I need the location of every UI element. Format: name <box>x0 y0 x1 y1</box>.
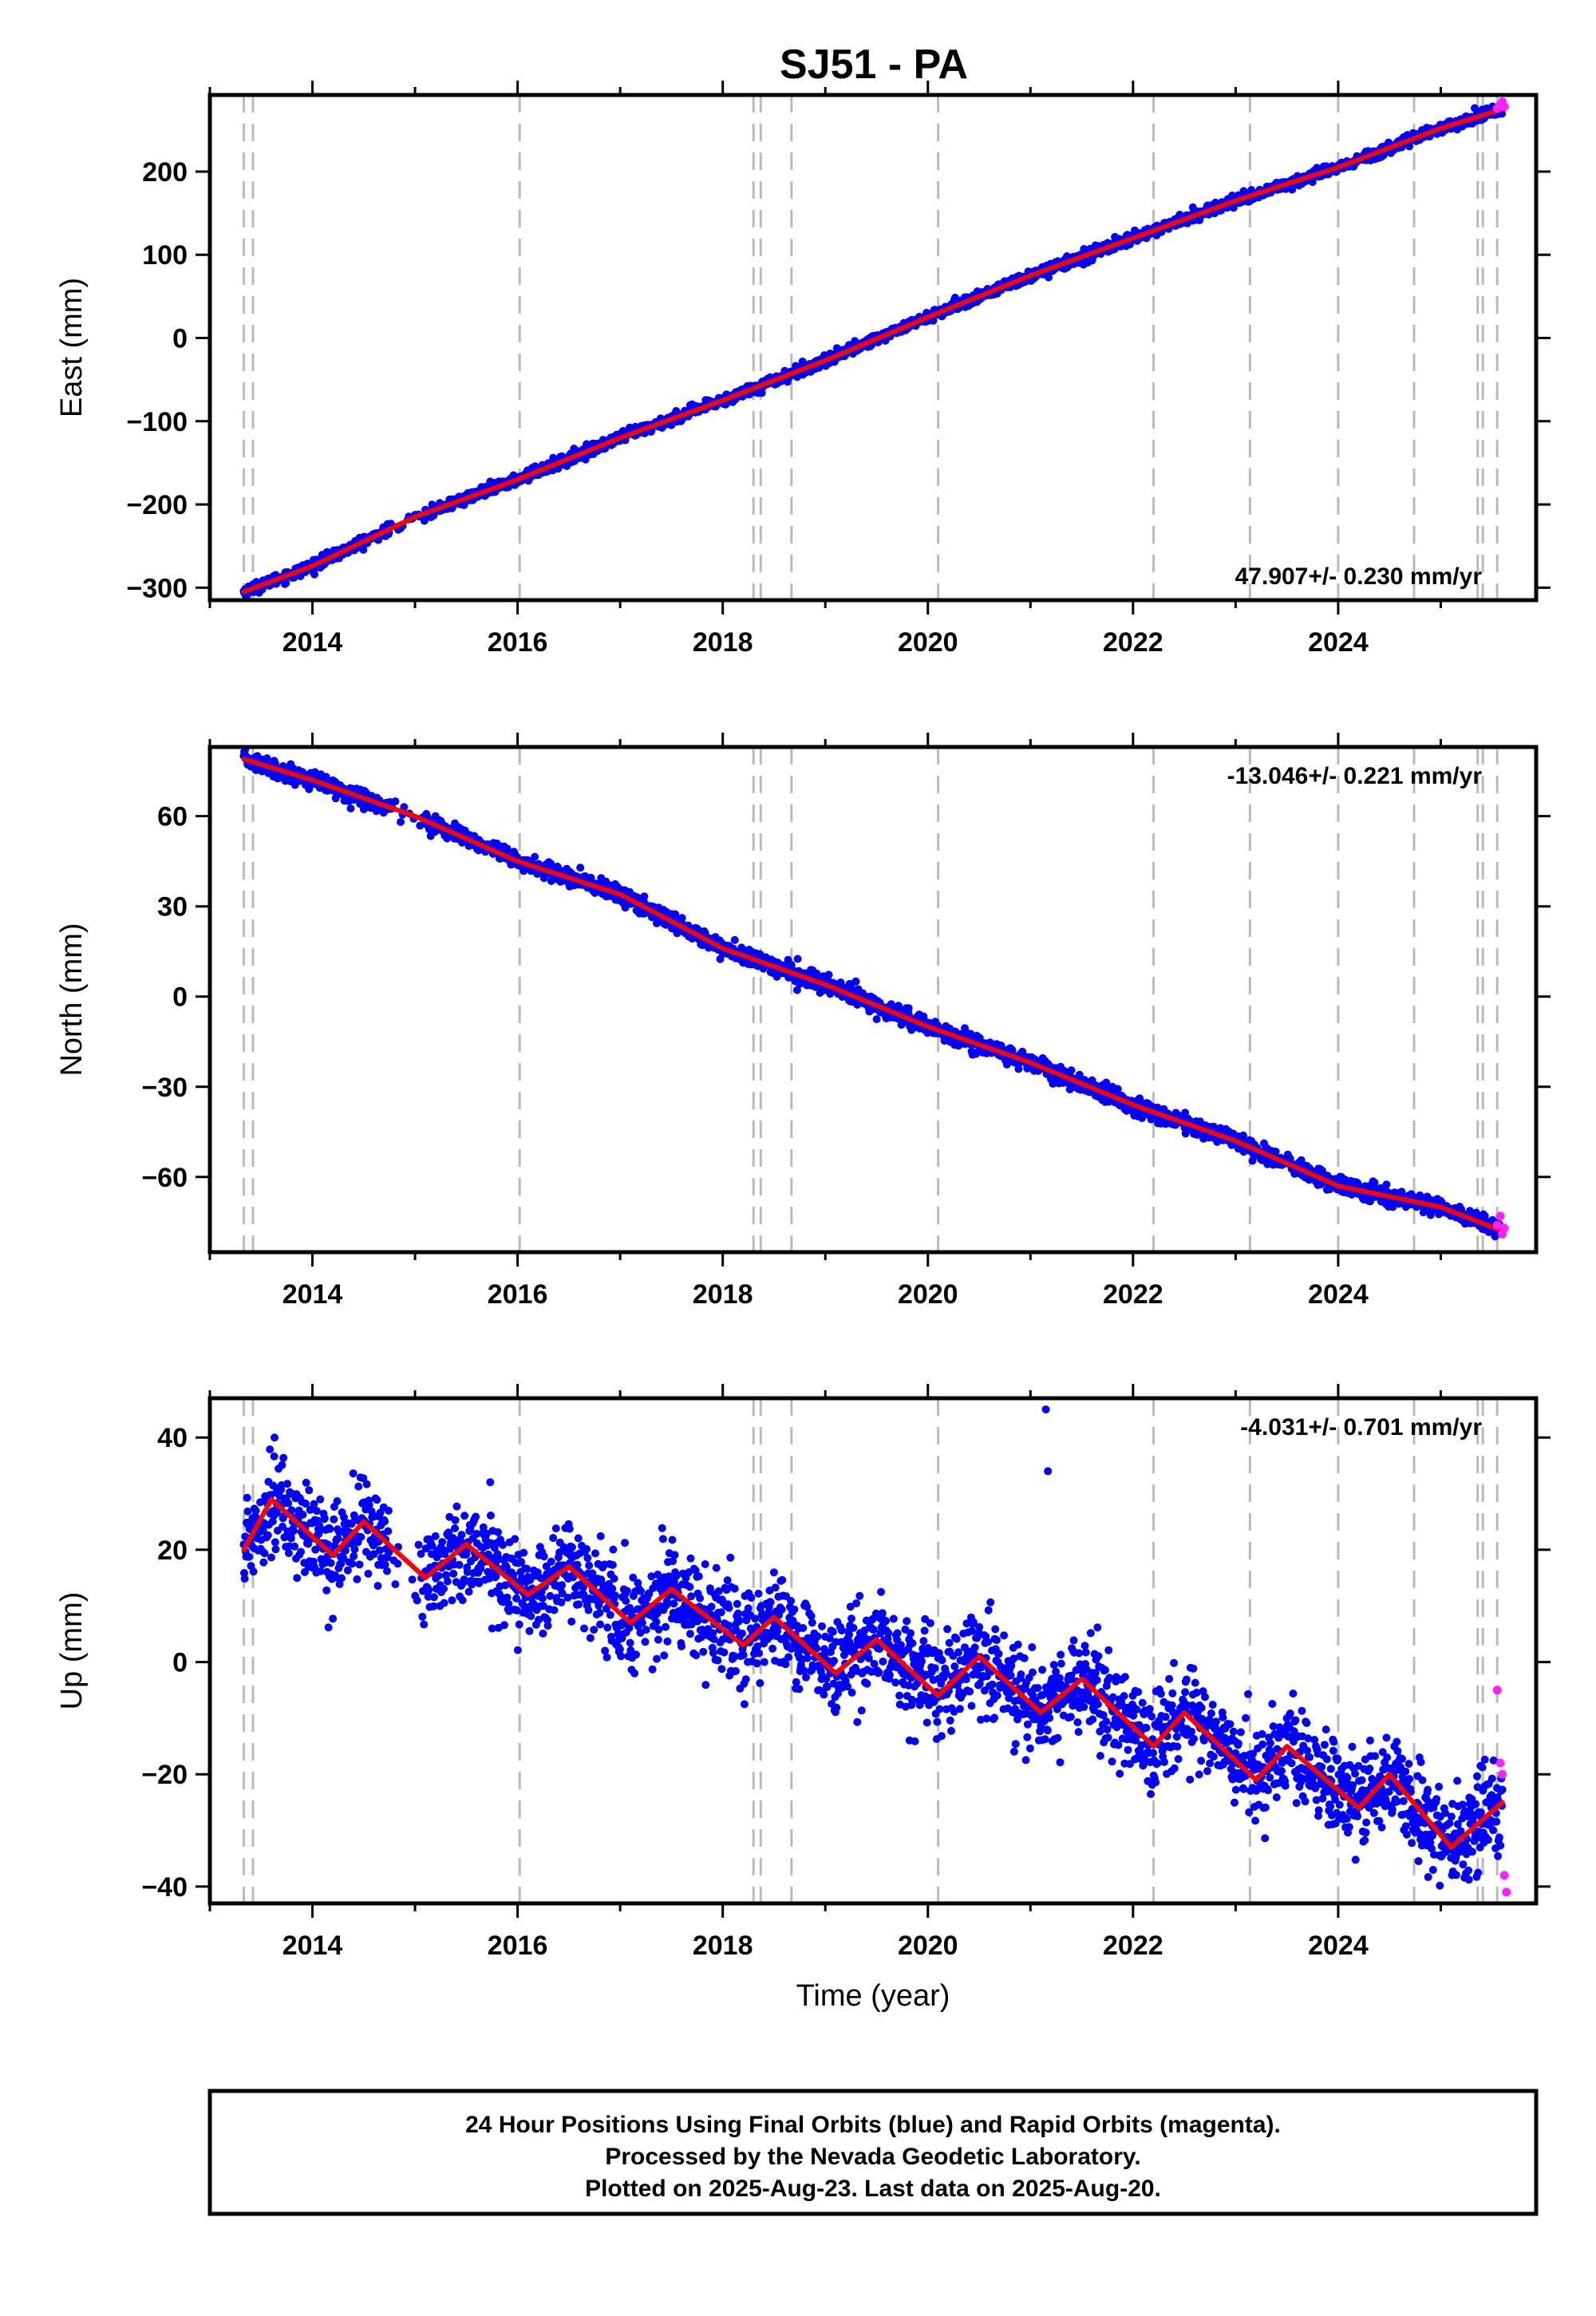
x-tick-label: 2020 <box>898 1279 958 1310</box>
rapid-orbit-point <box>1492 1220 1502 1230</box>
x-tick-label: 2024 <box>1308 1279 1369 1310</box>
x-tick-label: 2022 <box>1103 627 1163 658</box>
panel-north: 2014 2016 2018 2020 2022 2024 −60 −30 0 30 60 North… <box>55 733 1551 1310</box>
panel-frame <box>207 745 1539 1255</box>
chart-title: SJ51 - PA <box>780 41 968 88</box>
rapid-orbit-point <box>1498 1769 1507 1779</box>
panel-frame <box>207 1396 1539 1906</box>
y-tick-label: 30 <box>157 892 188 923</box>
y-axis-label: North (mm) <box>55 923 89 1076</box>
panel-up: 2014 2016 2018 2020 2022 2024 −40 −20 0 20 40 Up (m… <box>55 1384 1551 2013</box>
plot-area-east <box>239 95 1509 600</box>
outlier-point <box>1041 1405 1050 1414</box>
velocity-rate-label: -4.031+/- 0.701 mm/yr <box>1240 1414 1482 1441</box>
rapid-orbit-point <box>1492 1686 1502 1695</box>
x-tick-label: 2024 <box>1308 627 1369 658</box>
y-tick-label: −300 <box>126 573 188 603</box>
y-axis-label: Up (mm) <box>55 1592 89 1710</box>
y-tick-label: 60 <box>157 802 188 832</box>
caption-line-2: Processed by the Nevada Geodetic Laborat… <box>605 2144 1140 2170</box>
y-tick-label: 0 <box>172 1648 188 1678</box>
y-tick-label: 200 <box>142 157 188 188</box>
caption-frame <box>207 2089 1539 2216</box>
x-tick-label: 2024 <box>1308 1931 1369 1961</box>
panel-frame <box>207 93 1539 603</box>
x-tick-label: 2018 <box>693 1931 753 1961</box>
x-tick-label: 2022 <box>1103 1931 1163 1961</box>
x-tick-label: 2014 <box>282 1279 343 1310</box>
caption-line-3: Plotted on 2025-Aug-23. Last data on 202… <box>585 2176 1161 2202</box>
x-tick-label: 2020 <box>898 627 958 658</box>
model-fit-line <box>241 1496 1505 1850</box>
rapid-orbit-point <box>1499 1871 1509 1880</box>
rapid-orbit-point <box>1495 1211 1505 1221</box>
y-tick-label: 0 <box>172 982 188 1013</box>
y-tick-label: 0 <box>172 324 188 354</box>
rapid-orbit-point <box>1499 102 1509 112</box>
caption-box: 24 Hour Positions Using Final Orbits (bl… <box>207 2089 1539 2216</box>
x-axis-label: Time (year) <box>796 1979 950 2013</box>
plot-area-north <box>239 747 1509 1252</box>
plot-area-up <box>239 1398 1511 1903</box>
rapid-orbit-point <box>1499 1223 1509 1233</box>
x-tick-label: 2018 <box>693 1279 753 1310</box>
y-tick-label: 40 <box>157 1423 188 1453</box>
y-tick-label: 100 <box>142 240 188 271</box>
caption-line-1: 24 Hour Positions Using Final Orbits (bl… <box>465 2112 1281 2138</box>
final-orbit-points <box>239 101 1507 600</box>
x-tick-label: 2020 <box>898 1931 958 1961</box>
x-tick-label: 2016 <box>488 1931 548 1961</box>
model-fit-line <box>241 757 1505 1234</box>
x-tick-label: 2022 <box>1103 1279 1163 1310</box>
velocity-rate-label: 47.907+/- 0.230 mm/yr <box>1235 563 1483 590</box>
x-tick-label: 2014 <box>282 627 343 658</box>
outlier-point <box>270 1433 279 1442</box>
x-tick-label: 2016 <box>488 627 548 658</box>
y-tick-label: 20 <box>157 1535 188 1566</box>
final-orbit-points <box>239 747 1507 1241</box>
rapid-orbit-point <box>1502 1887 1511 1897</box>
x-tick-label: 2016 <box>488 1279 548 1310</box>
final-orbit-points <box>239 1445 1507 1890</box>
y-tick-label: −30 <box>141 1073 188 1103</box>
y-tick-label: −60 <box>141 1163 188 1193</box>
model-fit-line <box>241 106 1505 595</box>
y-tick-label: −20 <box>141 1760 188 1790</box>
y-tick-label: −200 <box>126 490 188 520</box>
y-axis-label: East (mm) <box>55 278 89 417</box>
velocity-rate-label: -13.046+/- 0.221 mm/yr <box>1227 763 1483 789</box>
outlier-point <box>1044 1467 1053 1476</box>
panels: 2014 2016 2018 2020 2022 2024−300−200−1000100… <box>55 81 1551 2013</box>
y-tick-label: −40 <box>141 1872 188 1903</box>
x-tick-label: 2018 <box>693 627 753 658</box>
x-tick-label: 2014 <box>282 1931 343 1961</box>
rapid-orbit-point <box>1495 1758 1505 1768</box>
panel-east: 2014 2016 2018 2020 2022 2024 −300 −200 −100 0 100… <box>55 81 1551 658</box>
y-tick-label: −100 <box>126 407 188 437</box>
